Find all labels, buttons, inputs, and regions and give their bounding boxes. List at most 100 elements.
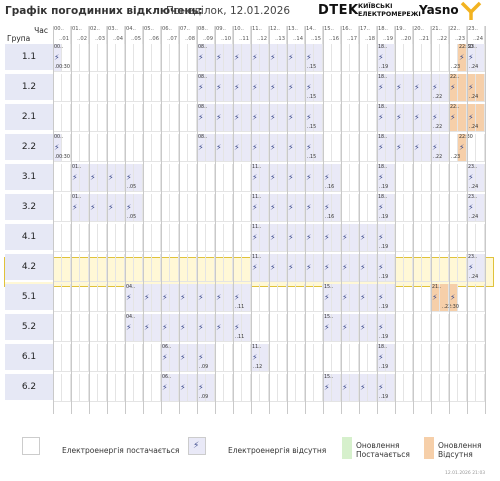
- hour-start-label: 07..: [180, 26, 190, 32]
- no-power-icon: ⚡: [450, 113, 456, 122]
- schedule-cell-off: [386, 164, 395, 192]
- schedule-cell: [125, 134, 134, 162]
- schedule-cell-off: [251, 254, 260, 282]
- no-power-icon: ⚡: [360, 233, 366, 242]
- hour-header-cell: 07.. ..08: [179, 26, 197, 44]
- schedule-cell-off: [305, 74, 314, 102]
- group-label[interactable]: 1.1: [5, 44, 53, 72]
- group-label[interactable]: 6.2: [5, 374, 53, 402]
- no-power-icon: ⚡: [198, 323, 204, 332]
- group-label[interactable]: 2.1: [5, 104, 53, 132]
- schedule-cell-off: [179, 314, 188, 342]
- group-label[interactable]: 5.1: [5, 284, 53, 312]
- schedule-cell-off: [197, 284, 206, 312]
- no-power-icon: ⚡: [396, 83, 402, 92]
- outage-start-label: 04..: [126, 285, 136, 290]
- schedule-cell-off: [323, 254, 332, 282]
- schedule-cell: [62, 284, 71, 312]
- hour-end-label: ..03: [95, 36, 105, 42]
- no-power-icon: ⚡: [252, 203, 258, 212]
- outage-start-label: 00..: [54, 135, 64, 140]
- no-power-icon: ⚡: [468, 263, 474, 272]
- schedule-cell: [251, 374, 260, 402]
- outage-start-label: 11..: [252, 195, 262, 200]
- schedule-cell-off: [161, 344, 170, 372]
- schedule-cell-off: [287, 134, 296, 162]
- schedule-cell: [287, 314, 296, 342]
- schedule-cell: [134, 254, 143, 282]
- schedule-cell: [179, 224, 188, 252]
- schedule-cell: [116, 134, 125, 162]
- schedule-cell-off: [395, 74, 404, 102]
- hour-start-label: 21..: [432, 26, 442, 32]
- schedule-cell-off: [233, 104, 242, 132]
- hour-end-label: ..01: [59, 36, 69, 42]
- group-label[interactable]: 4.2: [5, 254, 53, 282]
- schedule-cell: [152, 194, 161, 222]
- schedule-cell: [440, 314, 449, 342]
- hour-header-cell: 08.. ..09: [197, 26, 215, 44]
- schedule-cell: [314, 344, 323, 372]
- schedule-cell-off: [242, 104, 251, 132]
- schedule-cell: [143, 224, 152, 252]
- schedule-cell: [116, 314, 125, 342]
- schedule-cell-off: [134, 164, 143, 192]
- group-label[interactable]: 3.1: [5, 164, 53, 192]
- group-label[interactable]: 2.2: [5, 134, 53, 162]
- group-label[interactable]: 5.2: [5, 314, 53, 342]
- schedule-cell: [62, 104, 71, 132]
- schedule-cell: [422, 314, 431, 342]
- schedule-cell: [80, 104, 89, 132]
- schedule-cell: [323, 104, 332, 132]
- outage-start-label: 22:30: [459, 135, 473, 140]
- hour-end-label: ..20: [401, 36, 411, 42]
- schedule-cell-off: [269, 104, 278, 132]
- no-power-icon: ⚡: [450, 293, 456, 302]
- schedule-cell-off: [314, 164, 323, 192]
- schedule-cell: [161, 254, 170, 282]
- schedule-cell: [71, 224, 80, 252]
- hour-end-label: ..14: [293, 36, 303, 42]
- no-power-icon: ⚡: [216, 83, 222, 92]
- schedule-cell-off: [440, 74, 449, 102]
- schedule-cell: [404, 314, 413, 342]
- schedule-cell: [89, 44, 98, 72]
- hour-header-cell: 19.. ..20: [395, 26, 413, 44]
- schedule-cell: [89, 374, 98, 402]
- footer-timestamp: 12.01.2026 21:03: [445, 471, 486, 476]
- schedule-cell-off: [422, 74, 431, 102]
- schedule-cell: [179, 44, 188, 72]
- schedule-cell: [404, 224, 413, 252]
- schedule-cell-off: [296, 104, 305, 132]
- hour-separator: [269, 26, 270, 414]
- schedule-cell: [431, 344, 440, 372]
- schedule-cell: [179, 74, 188, 102]
- schedule-cell: [278, 314, 287, 342]
- schedule-cell: [71, 344, 80, 372]
- schedule-cell: [296, 374, 305, 402]
- hour-header-cell: 06.. ..07: [161, 26, 179, 44]
- schedule-cell: [305, 314, 314, 342]
- schedule-cell: [179, 254, 188, 282]
- schedule-cell-off: [260, 254, 269, 282]
- group-label[interactable]: 6.1: [5, 344, 53, 372]
- schedule-cell: [62, 254, 71, 282]
- schedule-cell: [80, 374, 89, 402]
- schedule-cell: [404, 254, 413, 282]
- schedule-cell: [404, 44, 413, 72]
- group-label[interactable]: 4.1: [5, 224, 53, 252]
- schedule-cell-off: [386, 254, 395, 282]
- hour-start-label: 05..: [144, 26, 154, 32]
- schedule-cell-off: [296, 44, 305, 72]
- hour-header-cell: 10.. ..11: [233, 26, 251, 44]
- schedule-cell: [359, 44, 368, 72]
- no-power-icon: ⚡: [162, 293, 168, 302]
- group-label[interactable]: 3.2: [5, 194, 53, 222]
- schedule-cell: [170, 44, 179, 72]
- group-label[interactable]: 1.2: [5, 74, 53, 102]
- schedule-cell: [413, 194, 422, 222]
- schedule-cell: [395, 44, 404, 72]
- schedule-cell: [107, 344, 116, 372]
- schedule-cell: [431, 164, 440, 192]
- schedule-cell: [449, 254, 458, 282]
